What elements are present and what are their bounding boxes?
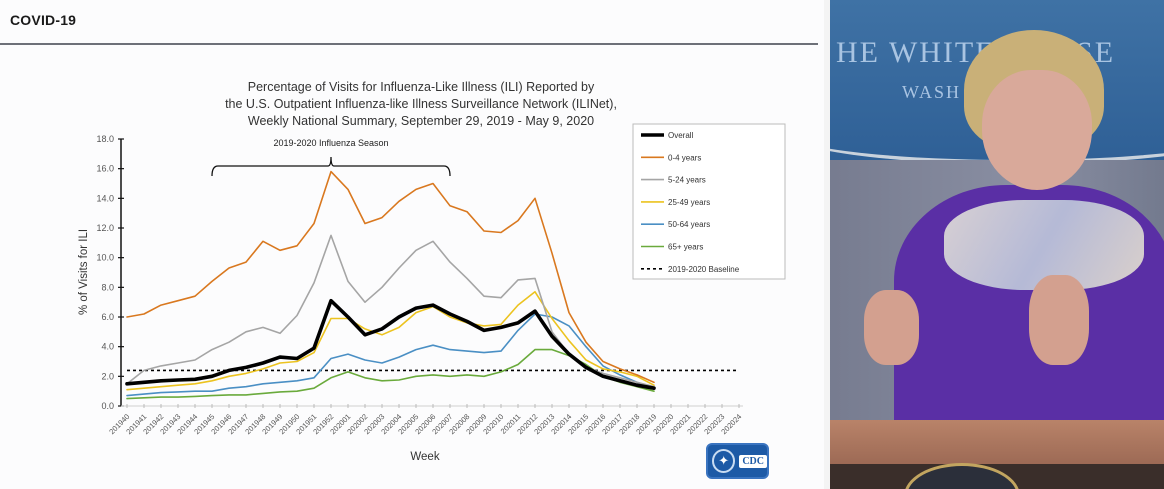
chart-title-line: the U.S. Outpatient Influenza-like Illne… <box>225 97 617 111</box>
y-tick-label: 16.0 <box>96 164 114 174</box>
ili-line-chart: Percentage of Visits for Influenza-Like … <box>78 80 786 463</box>
speaker-left-hand <box>864 290 919 365</box>
cdc-logo-text: CDC <box>739 454 767 468</box>
influenza-season-label: 2019-2020 Influenza Season <box>273 138 388 148</box>
y-tick-label: 4.0 <box>101 342 114 352</box>
podium <box>824 420 1164 464</box>
series-line-overall <box>125 298 656 391</box>
y-axis-title: % of Visits for ILI <box>78 229 90 315</box>
legend-label: 5-24 years <box>668 176 706 185</box>
series-group <box>125 170 739 400</box>
legend-label: 25-49 years <box>668 198 710 207</box>
y-tick-label: 14.0 <box>96 193 114 203</box>
y-tick-label: 18.0 <box>96 134 114 144</box>
legend-label: 2019-2020 Baseline <box>668 265 740 274</box>
speaker-face <box>982 70 1092 190</box>
series-line-50-64-years <box>126 313 655 397</box>
slide-header: COVID-19 <box>10 12 77 28</box>
hhs-eagle-icon: ✦ <box>712 449 736 473</box>
cdc-logo: ✦ CDC <box>706 443 769 479</box>
video-feed-panel: HE WHITE HOUSE WASH <box>824 0 1164 489</box>
y-tick-label: 2.0 <box>101 371 114 381</box>
speaker-right-hand <box>1029 275 1089 365</box>
series-line-65-years <box>126 348 655 400</box>
y-tick-label: 8.0 <box>101 282 114 292</box>
slide-panel: COVID-19 Percentage of Visits for Influe… <box>0 12 818 479</box>
y-tick-label: 0.0 <box>101 401 114 411</box>
header-divider <box>0 43 818 45</box>
speaker-scarf <box>944 200 1144 290</box>
series-line-5-24-years <box>126 234 655 388</box>
y-tick-label: 10.0 <box>96 253 114 263</box>
chart-title-line: Percentage of Visits for Influenza-Like … <box>248 80 595 94</box>
influenza-season-brace <box>211 156 451 177</box>
legend-label: 50-64 years <box>668 220 710 229</box>
backdrop-subtext: WASH <box>902 82 962 102</box>
influenza-season-annotation: 2019-2020 Influenza Season <box>211 138 451 177</box>
series-line-0-4-years <box>126 170 655 384</box>
legend-label: Overall <box>668 131 694 140</box>
chart-title: Percentage of Visits for Influenza-Like … <box>225 80 617 128</box>
legend-label: 0-4 years <box>668 153 701 162</box>
y-tick-label: 6.0 <box>101 312 114 322</box>
series-line-25-49-years <box>126 290 655 391</box>
y-tick-label: 12.0 <box>96 223 114 233</box>
panel-divider <box>824 0 830 489</box>
legend-label: 65+ years <box>668 243 703 252</box>
x-axis-title: Week <box>410 451 439 463</box>
x-axis: 2019402019412019422019432019442019452019… <box>107 404 743 436</box>
y-axis: 0.0 2.0 4.0 6.0 8.0 10.0 12.0 14.0 16.0 18.0 <box>96 134 124 411</box>
chart-title-line: Weekly National Summary, September 29, 2… <box>248 114 594 128</box>
chart-legend: Overall 0-4 years 5-24 years 25-49 years 50-… <box>632 123 786 280</box>
